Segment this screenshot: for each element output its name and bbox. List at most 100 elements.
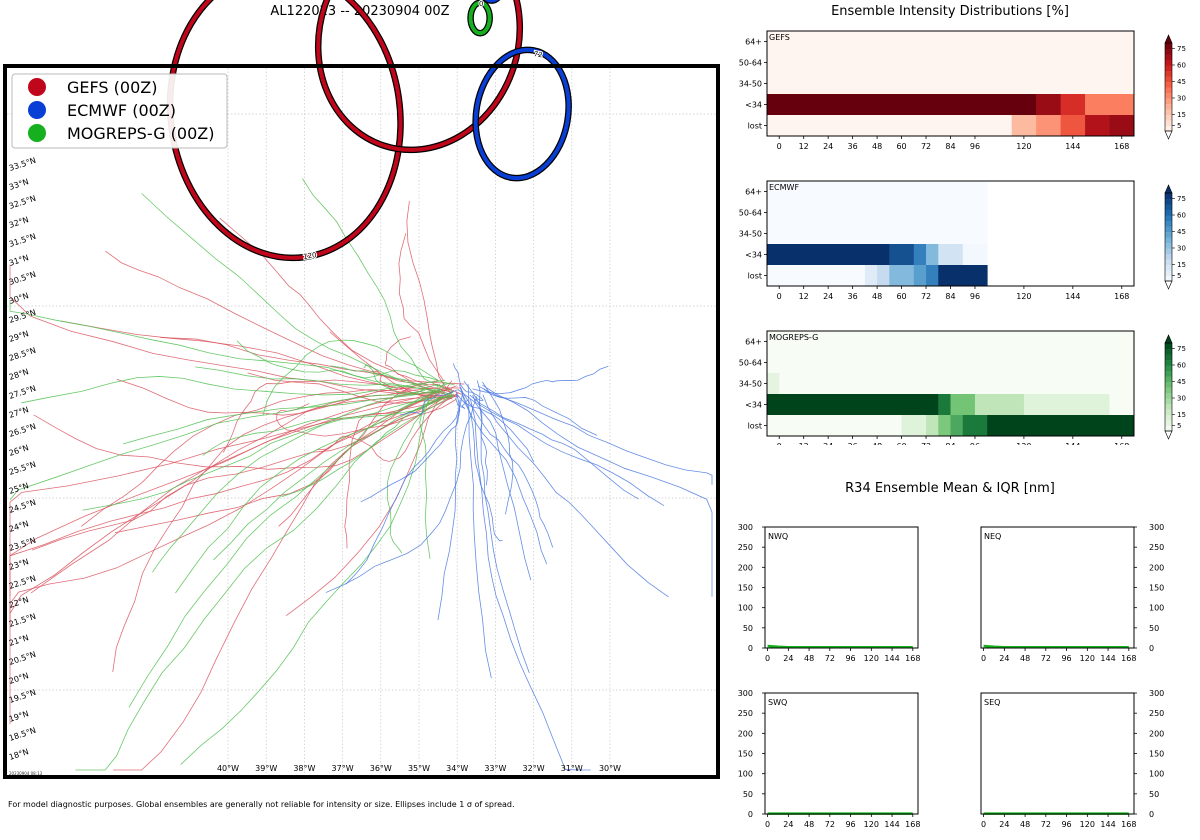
heatmap-cell (767, 394, 939, 416)
lon-tick-label: 31°W (561, 764, 583, 773)
heatmap-ecmwf: ECMWF 64+ 50-64 34-50 <34 lost 0 12 24 36 48 60 72 84… (739, 180, 1186, 301)
ellipse-mogreps-g-0: 0 (467, 0, 493, 37)
r34-x-tick: 168 (905, 654, 920, 663)
lat-tick-label: 20.5°N (8, 650, 37, 667)
heatmap-cell (767, 415, 902, 437)
ensemble-track (213, 395, 445, 561)
ensemble-track (160, 337, 465, 385)
heatmap-x-tick: 72 (921, 292, 931, 301)
ensemble-track (345, 399, 461, 585)
heatmap-x-tick: 48 (872, 142, 882, 151)
heatmap-row-label: 34-50 (739, 380, 762, 389)
heatmap-cell (1060, 94, 1086, 116)
heatmap-x-tick: 144 (1065, 142, 1080, 151)
r34-y-tick: 100 (738, 604, 753, 613)
ellipse-ecmwf-72: 72 (472, 46, 572, 182)
r34-frame (980, 692, 1135, 815)
lon-tick-label: 34°W (446, 764, 468, 773)
heatmap-x-tick: 48 (872, 292, 882, 301)
ensemble-track (385, 336, 463, 395)
lat-tick-label: 27°N (8, 405, 30, 420)
ensemble-track (9, 397, 443, 725)
colorbar-gefs: 5 15 30 45 60 75 (1164, 34, 1186, 140)
heatmap-row-label: lost (748, 122, 762, 131)
heatmap-cell (938, 244, 964, 266)
heatmap-x-tick: 60 (896, 442, 906, 445)
r34-seq: SEQ 0 50 100 150 200 250 300 0 24 48 72 96 120 144 168 (980, 689, 1164, 829)
lat-tick-label: 26°N (8, 443, 30, 458)
heatmap-row-label: lost (748, 422, 762, 431)
ensemble-track (344, 386, 449, 549)
ensemble-track (236, 340, 455, 386)
heatmap-cell (767, 265, 866, 287)
heatmap-cell (889, 244, 915, 266)
ensemble-track (482, 384, 713, 597)
ensemble-track (302, 178, 453, 393)
heatmap-x-tick: 36 (848, 292, 858, 301)
ensemble-track (477, 385, 713, 485)
lon-tick-label: 37°W (332, 764, 354, 773)
r34-x-tick: 48 (804, 654, 814, 663)
ellipse-hour-label: 72 (533, 50, 543, 59)
colorbar-tick: 30 (1177, 395, 1186, 403)
lat-tick-label: 29°N (8, 329, 30, 344)
ensemble-track (180, 397, 430, 765)
r34-x-tick: 96 (1061, 820, 1071, 829)
ensemble-track (9, 264, 460, 397)
colorbar-tick: 15 (1177, 411, 1186, 419)
colorbar-tick: 75 (1177, 195, 1186, 203)
lon-tick-label: 39°W (255, 764, 277, 773)
heatmap-cell (767, 181, 988, 203)
lat-tick-label: 27.5°N (8, 384, 37, 401)
legend-marker-gefs (28, 78, 46, 96)
ensemble-track (400, 389, 458, 416)
ensemble-track (33, 393, 451, 470)
heatmap-cell (767, 244, 890, 266)
r34-frame (764, 692, 919, 815)
heatmap-cell (767, 352, 1135, 374)
ensemble-track (406, 201, 453, 395)
r34-y-tick: 300 (1149, 523, 1164, 532)
colorbar-tick: 75 (1177, 45, 1186, 53)
r34-y-tick: 50 (743, 624, 753, 633)
legend-marker-mogreps (28, 124, 46, 142)
r34-y-tick: 0 (748, 644, 753, 653)
intensity-title: Ensemble Intensity Distributions [%] (831, 4, 1069, 19)
r34-y-tick: 250 (738, 709, 753, 718)
colorbar-tick: 45 (1177, 78, 1186, 86)
r34-x-tick: 24 (783, 654, 793, 663)
colorbar-tick: 30 (1177, 95, 1186, 103)
heatmap-x-tick: 12 (799, 142, 809, 151)
heatmap-cell (987, 415, 1135, 437)
ensemble-track (9, 391, 443, 626)
heatmap-x-tick: 120 (1016, 142, 1031, 151)
colorbar-tick: 75 (1177, 345, 1186, 353)
lon-tick-label: 38°W (293, 764, 315, 773)
lat-tick-label: 25°N (8, 481, 30, 496)
heatmap-cell (767, 94, 1037, 116)
heatmap-gefs: GEFS 64+ 50-64 34-50 <34 lost 0 12 24 36 48 60 72 84 9… (739, 30, 1186, 151)
r34-y-tick: 250 (1149, 543, 1164, 552)
r34-neq: NEQ 0 50 100 150 200 250 300 0 24 48 72 96 120 144 168 (980, 523, 1164, 663)
r34-y-tick: 0 (748, 810, 753, 819)
r34-x-tick: 120 (1080, 820, 1095, 829)
heatmap-cell (767, 223, 988, 245)
heatmap-cell (913, 244, 927, 266)
r34-x-tick: 96 (845, 820, 855, 829)
heatmap-x-tick: 144 (1065, 442, 1080, 445)
heatmap-cell (864, 265, 878, 287)
heatmap-row-label: <34 (745, 101, 762, 110)
heatmap-panel-label: GEFS (769, 33, 790, 42)
ensemble-track (452, 363, 484, 402)
colorbar-tick: 45 (1177, 228, 1186, 236)
r34-y-tick: 200 (1149, 563, 1164, 572)
r34-y-tick: 300 (738, 689, 753, 698)
heatmap-row-label: 50-64 (739, 59, 762, 68)
ensemble-track (476, 380, 530, 674)
r34-x-tick: 0 (765, 820, 770, 829)
r34-y-tick: 50 (1149, 624, 1159, 633)
ensemble-track (141, 193, 427, 389)
ensemble-track (472, 365, 609, 395)
heatmap-cell (926, 415, 939, 437)
heatmap-cell (926, 244, 939, 266)
